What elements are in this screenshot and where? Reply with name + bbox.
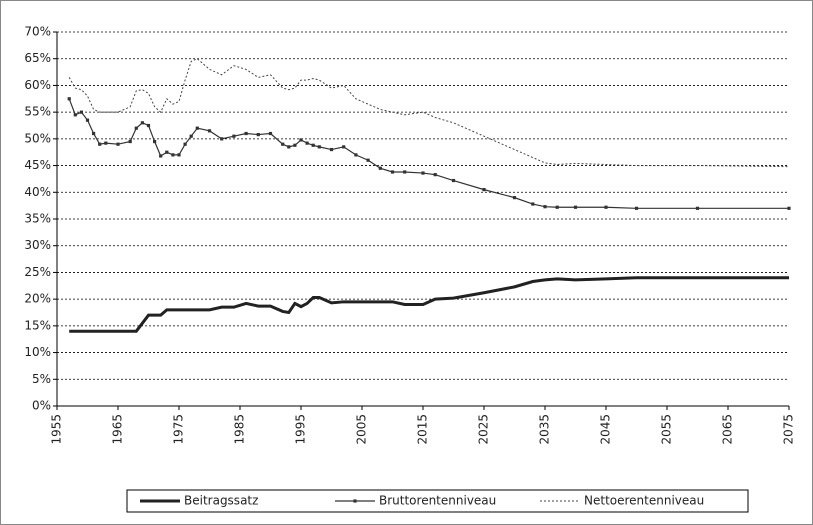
x-tick-label: 1995 <box>294 414 308 445</box>
marker <box>573 205 578 209</box>
marker <box>604 205 608 209</box>
x-tick-label: 2035 <box>538 414 552 445</box>
marker <box>116 142 120 146</box>
y-tick-label: 10% <box>24 345 51 359</box>
marker <box>67 97 71 101</box>
x-tick-label: 1975 <box>172 414 186 445</box>
y-tick-label: 20% <box>24 292 51 306</box>
y-tick-label: 65% <box>24 51 51 65</box>
marker <box>421 171 425 175</box>
marker <box>354 153 358 157</box>
marker <box>159 154 163 158</box>
marker <box>555 205 559 209</box>
x-tick-label: 2075 <box>782 414 796 445</box>
marker <box>287 145 291 149</box>
marker <box>85 118 90 122</box>
marker <box>366 158 370 162</box>
marker <box>634 206 639 210</box>
series-line <box>69 276 789 333</box>
marker <box>140 121 144 125</box>
y-tick-label: 15% <box>24 318 51 332</box>
legend-marker <box>353 499 357 503</box>
x-tick-label: 2045 <box>599 414 613 445</box>
marker <box>79 110 83 114</box>
marker <box>390 170 395 174</box>
marker <box>543 205 547 209</box>
legend-label: Nettoerentenniveau <box>584 494 704 508</box>
x-tick-label: 1955 <box>50 414 64 445</box>
x-tick-label: 2015 <box>416 414 430 445</box>
marker <box>342 145 346 149</box>
marker <box>244 131 248 136</box>
marker <box>329 147 334 152</box>
marker <box>695 206 700 210</box>
marker <box>195 126 199 130</box>
y-tick-label: 70% <box>24 25 51 39</box>
marker <box>177 153 181 157</box>
marker <box>256 132 260 137</box>
marker <box>482 188 486 192</box>
legend-label: Bruttorentenniveau <box>379 494 496 508</box>
y-tick-label: 40% <box>24 185 51 199</box>
marker <box>73 113 77 117</box>
marker <box>281 142 285 146</box>
y-tick-label: 0% <box>32 399 51 413</box>
x-tick-label: 2005 <box>355 414 369 445</box>
marker <box>153 139 157 144</box>
marker <box>451 178 456 183</box>
marker <box>299 138 303 142</box>
y-tick-label: 5% <box>32 372 51 386</box>
marker <box>189 134 193 138</box>
marker <box>232 134 236 138</box>
legend-box <box>126 489 749 513</box>
y-tick-label: 60% <box>24 78 51 92</box>
x-tick-label: 1965 <box>111 414 125 445</box>
marker <box>311 143 315 147</box>
marker <box>183 142 187 146</box>
marker <box>378 166 382 170</box>
marker <box>433 173 437 177</box>
marker <box>128 139 132 144</box>
marker <box>165 150 169 154</box>
y-tick-label: 35% <box>24 212 51 226</box>
marker <box>403 170 407 174</box>
marker <box>104 141 108 145</box>
x-tick-label: 1985 <box>233 414 247 445</box>
marker <box>171 153 175 157</box>
y-tick-label: 50% <box>24 131 51 145</box>
legend-label: Beitragssatz <box>184 494 258 508</box>
marker <box>531 202 535 206</box>
y-tick-label: 55% <box>24 105 51 119</box>
y-tick-label: 25% <box>24 265 51 279</box>
marker <box>98 142 102 146</box>
marker <box>787 206 791 210</box>
marker <box>512 196 517 200</box>
marker <box>305 141 309 145</box>
marker <box>146 123 151 128</box>
marker <box>317 145 321 149</box>
x-tick-label: 2025 <box>477 414 491 445</box>
y-tick-label: 45% <box>24 158 51 172</box>
marker <box>207 129 212 133</box>
marker <box>220 137 224 141</box>
x-tick-label: 2055 <box>660 414 674 445</box>
marker <box>92 131 96 136</box>
y-tick-label: 30% <box>24 238 51 252</box>
marker <box>268 131 273 136</box>
marker <box>293 143 297 147</box>
x-tick-label: 2065 <box>721 414 735 445</box>
marker <box>134 126 138 130</box>
